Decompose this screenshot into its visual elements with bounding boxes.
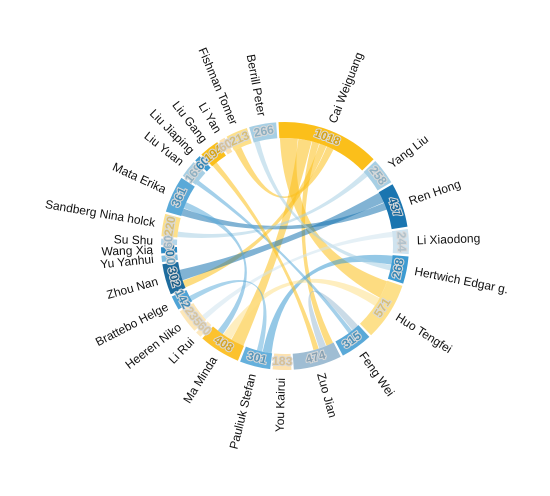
- node-name: Ma Minda: [180, 353, 220, 405]
- chord-ribbon: [234, 146, 334, 198]
- chord-ribbon: [301, 141, 334, 346]
- node-arc: [162, 261, 186, 295]
- chord-ribbon: [212, 162, 319, 351]
- node-name: Su Shu: [114, 232, 154, 247]
- node-arc: [171, 289, 193, 310]
- chord-ribbon: [181, 202, 387, 230]
- node-arc: [363, 160, 392, 191]
- node-arc: [292, 342, 341, 370]
- value-label: 213: [227, 128, 251, 149]
- node-arc: [161, 247, 178, 254]
- node-arc: [359, 280, 403, 336]
- node-arc: [219, 137, 233, 155]
- chord-ribbon: [179, 192, 384, 281]
- node-arc: [161, 213, 181, 238]
- node-arc: [161, 238, 178, 245]
- node-name: Zhou Nan: [105, 274, 160, 302]
- chord-ribbon: [308, 290, 359, 349]
- node-arc: [201, 142, 226, 167]
- node-name: Li Xiaodong: [417, 231, 481, 247]
- node-name: Cai Weiguang: [326, 50, 366, 125]
- value-label: 268: [389, 257, 407, 280]
- node-arc: [387, 255, 409, 284]
- node-name: Huo Tengfei: [393, 310, 454, 356]
- value-label: 244: [394, 232, 409, 253]
- chord-ribbon: [183, 202, 247, 335]
- node-name: Feng Wei: [356, 349, 397, 399]
- node-name: Berrill Peter: [244, 53, 269, 117]
- node-name: Mata Erika: [110, 160, 168, 197]
- value-label: 60: [161, 235, 175, 249]
- node-arc: [272, 353, 292, 370]
- value-label: 474: [304, 348, 327, 367]
- value-label: 60: [163, 243, 177, 257]
- node-arc: [378, 184, 408, 230]
- node-name: Pauliuk Stefan: [227, 372, 259, 450]
- chord-ribbon: [231, 138, 312, 346]
- chord-ribbon: [189, 279, 267, 352]
- ribbons: [177, 138, 393, 354]
- node-arc: [391, 228, 409, 255]
- node-arc: [335, 325, 370, 356]
- arcs: [161, 122, 409, 370]
- node-arc: [240, 346, 273, 370]
- node-name: Yu Yanhui: [100, 252, 155, 271]
- node-arc: [195, 156, 211, 172]
- node-name: Hertwich Edgar g.: [413, 264, 509, 296]
- node-arc: [179, 303, 207, 331]
- node-arc: [165, 177, 195, 217]
- node-arc: [182, 162, 206, 185]
- node-arc: [161, 254, 178, 262]
- value-label: 220: [161, 215, 178, 237]
- node-arc: [196, 321, 212, 337]
- node-name: Wang Xia: [101, 243, 153, 259]
- value-label: 183: [272, 354, 293, 368]
- node-name: You Kairui: [273, 378, 288, 433]
- node-arc: [202, 326, 244, 361]
- value-label: 266: [253, 122, 276, 139]
- node-name: Zuo Jian: [314, 371, 340, 419]
- node-arc: [278, 122, 374, 171]
- value-label: 301: [246, 349, 269, 368]
- node-name: Ren Hong: [407, 177, 463, 208]
- node-arc: [226, 128, 252, 151]
- value-label: 302: [165, 266, 184, 289]
- node-arc: [249, 122, 278, 143]
- value-label: 60: [163, 251, 178, 266]
- node-name: Sandberg Nina holck: [44, 197, 157, 230]
- node-name: Yang Liu: [386, 132, 432, 171]
